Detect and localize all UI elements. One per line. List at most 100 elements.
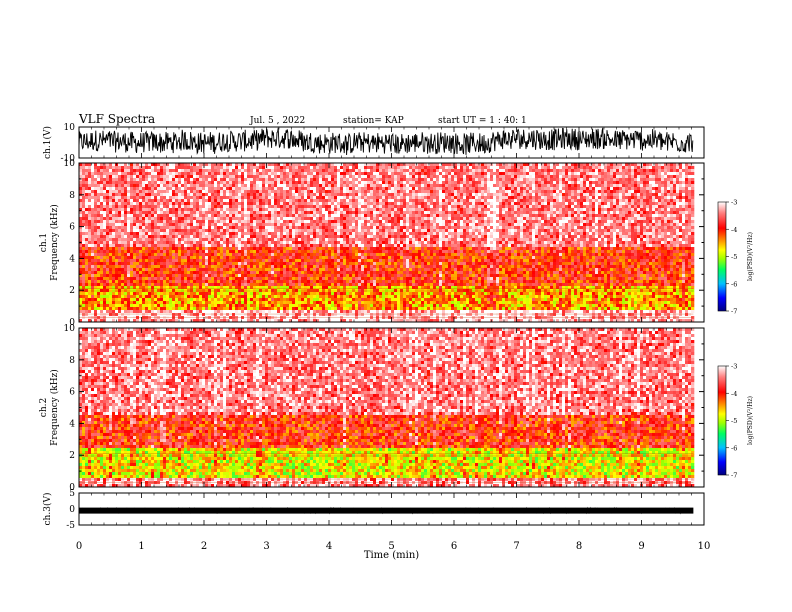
spectrogram-cell xyxy=(319,229,323,233)
spectrogram-cell xyxy=(343,271,347,275)
spectrogram-cell xyxy=(313,163,317,167)
spectrogram-cell xyxy=(151,271,155,275)
spectrogram-cell xyxy=(121,256,125,260)
spectrogram-cell xyxy=(331,250,335,254)
spectrogram-cell xyxy=(112,226,116,230)
spectrogram-cell xyxy=(178,265,182,269)
spectrogram-cell xyxy=(169,250,173,254)
spectrogram-cell xyxy=(193,307,197,311)
spectrogram-cell xyxy=(184,187,188,191)
spectrogram-cell xyxy=(151,283,155,287)
spectrogram-cell xyxy=(274,271,278,275)
spectrogram-cell xyxy=(205,190,209,194)
spectrogram-cell xyxy=(121,223,125,227)
spectrogram-cell xyxy=(103,250,107,254)
spectrogram-cell xyxy=(277,238,281,242)
spectrogram-cell xyxy=(310,316,314,320)
spectrogram-cell xyxy=(82,253,86,257)
spectrogram-cell xyxy=(199,307,203,311)
spectrogram-cell xyxy=(259,166,263,170)
spectrogram-cell xyxy=(316,289,320,293)
spectrogram-cell xyxy=(301,223,305,227)
spectrogram-cell xyxy=(85,259,89,263)
spectrogram-cell xyxy=(316,181,320,185)
spectrogram-cell xyxy=(235,313,239,317)
spectrogram-cell xyxy=(79,175,83,179)
spectrogram-cell xyxy=(199,181,203,185)
spectrogram-cell xyxy=(166,187,170,191)
spectrogram-cell xyxy=(256,244,260,248)
spectrogram-cell xyxy=(142,166,146,170)
spectrogram-cell xyxy=(343,187,347,191)
spectrogram-cell xyxy=(232,304,236,308)
spectrogram-cell xyxy=(142,250,146,254)
spectrogram-cell xyxy=(307,178,311,182)
spectrogram-cell xyxy=(163,268,167,272)
spectrogram-cell xyxy=(184,193,188,197)
spectrogram-cell xyxy=(232,205,236,209)
spectrogram-cell xyxy=(232,181,236,185)
spectrogram-cell xyxy=(175,193,179,197)
spectrogram-cell xyxy=(82,247,86,251)
spectrogram-cell xyxy=(259,289,263,293)
spectrogram-cell xyxy=(151,250,155,254)
spectrogram-cell xyxy=(145,259,149,263)
spectrogram-cell xyxy=(97,256,101,260)
spectrogram-cell xyxy=(289,217,293,221)
spectrogram-cell xyxy=(298,193,302,197)
spectrogram-cell xyxy=(91,217,95,221)
spectrogram-cell xyxy=(172,226,176,230)
spectrogram-cell xyxy=(238,304,242,308)
spectrogram-cell xyxy=(295,253,299,257)
spectrogram-cell xyxy=(118,292,122,296)
spectrogram-cell xyxy=(133,235,137,239)
spectrogram-cell xyxy=(340,193,344,197)
spectrogram-cell xyxy=(337,244,341,248)
spectrogram-cell xyxy=(301,178,305,182)
spectrogram-cell xyxy=(343,235,347,239)
spectrogram-cell xyxy=(244,190,248,194)
spectrogram-cell xyxy=(313,244,317,248)
spectrogram-cell xyxy=(145,304,149,308)
spectrogram-cell xyxy=(340,259,344,263)
spectrogram-cell xyxy=(232,211,236,215)
spectrogram-cell xyxy=(283,220,287,224)
spectrogram-cell xyxy=(349,313,353,317)
spectrogram-cell xyxy=(193,310,197,314)
spectrogram-cell xyxy=(124,169,128,173)
spectrogram-cell xyxy=(112,319,116,323)
spectrogram-cell xyxy=(148,271,152,275)
spectrogram-cell xyxy=(253,214,257,218)
spectrogram-cell xyxy=(148,190,152,194)
spectrogram-cell xyxy=(97,205,101,209)
spectrogram-cell xyxy=(154,235,158,239)
spectrogram-cell xyxy=(214,196,218,200)
spectrogram-cell xyxy=(208,169,212,173)
spectrogram-cell xyxy=(349,292,353,296)
spectrogram-cell xyxy=(247,301,251,305)
spectrogram-cell xyxy=(307,313,311,317)
spectrogram-cell xyxy=(100,313,104,317)
spectrogram-cell xyxy=(325,304,329,308)
spectrogram-cell xyxy=(91,235,95,239)
spectrogram-cell xyxy=(265,262,269,266)
spectrogram-cell xyxy=(340,181,344,185)
spectrogram-cell xyxy=(241,220,245,224)
spectrogram-cell xyxy=(250,310,254,314)
spectrogram-cell xyxy=(85,181,89,185)
spectrogram-cell xyxy=(103,283,107,287)
spectrogram-cell xyxy=(172,190,176,194)
spectrogram-cell xyxy=(175,187,179,191)
spectrogram-cell xyxy=(193,241,197,245)
spectrogram-cell xyxy=(283,217,287,221)
spectrogram-cell xyxy=(277,220,281,224)
spectrogram-cell xyxy=(280,226,284,230)
spectrogram-cell xyxy=(202,259,206,263)
spectrogram-cell xyxy=(316,283,320,287)
spectrogram-cell xyxy=(277,181,281,185)
spectrogram-cell xyxy=(271,232,275,236)
spectrogram-cell xyxy=(217,169,221,173)
spectrogram-cell xyxy=(211,247,215,251)
spectrogram-cell xyxy=(334,190,338,194)
spectrogram-cell xyxy=(346,208,350,212)
